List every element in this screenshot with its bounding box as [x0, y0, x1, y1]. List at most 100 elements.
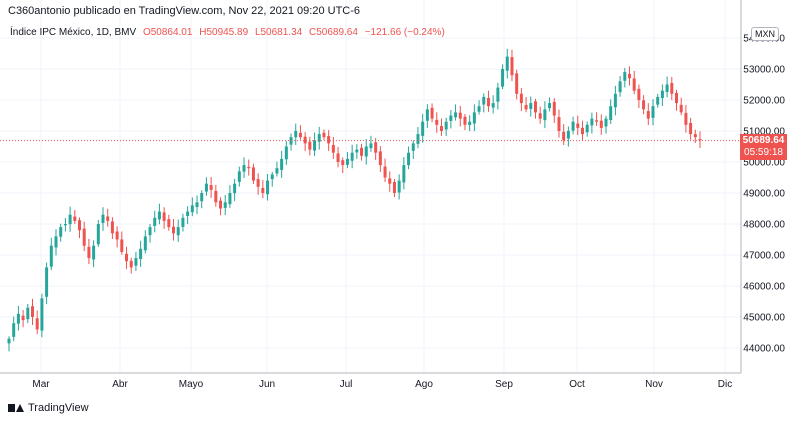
y-tick-label: 48000.00 [743, 220, 785, 231]
x-tick-label: Nov [645, 379, 663, 390]
candle-body [548, 103, 552, 109]
candle-body [223, 202, 227, 208]
candle-body [623, 72, 627, 81]
candle-body [421, 121, 425, 136]
candle-body [68, 214, 72, 225]
candle-body [45, 267, 49, 297]
open-value: O50864.01 [142, 27, 193, 38]
candle-body [486, 97, 490, 107]
y-axis[interactable]: 44000.00 45000.00 46000.00 47000.00 48000.00… [743, 34, 785, 355]
candle-body [364, 146, 368, 157]
candle-body [294, 131, 298, 138]
candle-body [190, 205, 194, 213]
candle-body [162, 212, 166, 221]
candle-body [642, 100, 646, 110]
candle-body [435, 119, 439, 125]
candle-body [26, 307, 30, 320]
candle-body [515, 73, 519, 94]
y-tick-label: 51000.00 [743, 127, 785, 138]
currency-badge[interactable]: MXN [751, 27, 779, 41]
x-tick-label: Mayo [179, 379, 204, 390]
candle-body [674, 92, 678, 104]
candle-body [430, 107, 434, 119]
candle-body [270, 174, 274, 180]
candle-body [331, 145, 335, 153]
candle-body [101, 214, 105, 224]
y-tick-label: 46000.00 [743, 282, 785, 293]
candle-body [12, 323, 16, 337]
candle-body [660, 90, 664, 99]
candle-body [538, 113, 542, 119]
candle-body [172, 226, 176, 234]
close-value: C50689.64 [309, 27, 358, 38]
ohlc-legend: Índice IPC México, 1D, BMV O50864.01 H50… [10, 27, 449, 38]
candle-body [463, 116, 467, 125]
candle-body [317, 134, 321, 142]
candle-body [31, 306, 35, 317]
candle-body [510, 57, 514, 76]
candle-body [632, 78, 636, 91]
y-tick-label: 44000.00 [743, 344, 785, 355]
candle-body [533, 101, 537, 113]
candle-body [604, 118, 608, 127]
symbol-label[interactable]: Índice IPC México, 1D, BMV [10, 27, 137, 38]
tradingview-footer[interactable]: TradingView [8, 402, 89, 414]
candle-body [200, 193, 204, 202]
candle-body [454, 112, 458, 118]
candle-body [656, 96, 660, 105]
candle-body [233, 183, 237, 194]
tradingview-logo-icon [8, 403, 24, 413]
candle-body [637, 88, 641, 100]
candle-body [491, 103, 495, 108]
grid-lines [0, 0, 741, 373]
candle-body [303, 136, 307, 144]
x-tick-label: Jun [259, 379, 275, 390]
x-axis[interactable]: Mar Abr Mayo Jun Jul Ago Sep Oct Nov Dic [32, 379, 732, 390]
candle-body [378, 151, 382, 166]
candle-body [360, 147, 364, 156]
candle-body [477, 106, 481, 112]
y-tick-label: 52000.00 [743, 96, 785, 107]
candle-body [96, 224, 100, 245]
candle-body [670, 82, 674, 94]
candle-body [21, 315, 25, 321]
brand-name: TradingView [28, 402, 89, 414]
candle-body [78, 220, 82, 231]
candle-body [585, 124, 589, 133]
candle-body [369, 143, 373, 149]
candle-body [143, 236, 147, 251]
candle-body [562, 131, 566, 141]
candle-body [40, 298, 44, 331]
candle-body [247, 166, 251, 169]
candle-body [82, 228, 86, 246]
y-tick-label: 49000.00 [743, 189, 785, 200]
x-tick-label: Oct [569, 379, 585, 390]
candle-body [251, 167, 255, 181]
x-tick-label: Dic [718, 379, 732, 390]
publisher-header: C360antonio publicado en TradingView.com… [8, 5, 361, 17]
last-price-value: 50689.64 [742, 135, 785, 146]
candle-body [214, 190, 218, 203]
y-tick-label: 53000.00 [743, 65, 785, 76]
candle-body [524, 104, 528, 110]
candle-body [176, 227, 180, 236]
candle-body [580, 127, 584, 135]
candle-body [552, 101, 556, 116]
candle-body [482, 96, 486, 105]
candle-body [392, 181, 396, 193]
candle-body [49, 245, 53, 267]
candle-body [129, 260, 133, 268]
candle-body [87, 246, 91, 259]
candle-body [73, 216, 77, 221]
candle-body [167, 219, 171, 228]
candle-body [153, 217, 157, 226]
candle-body [416, 134, 420, 144]
candle-body [665, 84, 669, 92]
candle-body [341, 160, 345, 166]
high-value: H50945.89 [199, 27, 249, 38]
candle-body [63, 224, 67, 226]
candle-body [388, 178, 392, 184]
candle-body [571, 121, 575, 131]
low-value: L50681.34 [254, 27, 303, 38]
